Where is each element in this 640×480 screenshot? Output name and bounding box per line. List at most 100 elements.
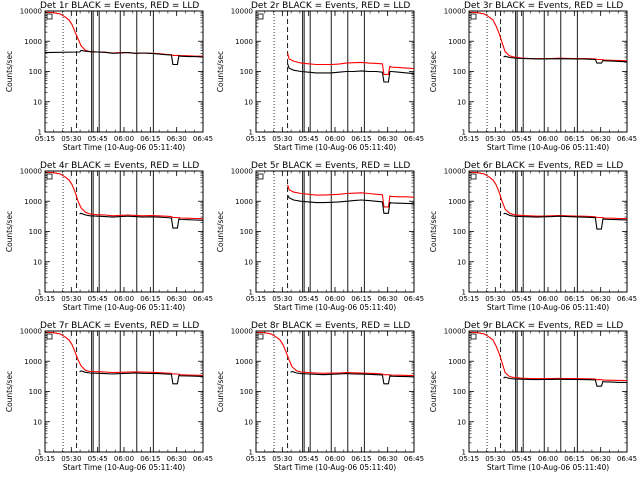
chart-title: Det 4r BLACK = Events, RED = LLD bbox=[40, 161, 199, 171]
y-tick-label: 1 bbox=[462, 449, 466, 457]
x-tick-label: 06:15 bbox=[140, 455, 160, 463]
series-lld-line bbox=[45, 171, 203, 220]
y-tick-label: 100 bbox=[453, 68, 466, 76]
x-tick-label: 06:30 bbox=[591, 455, 611, 463]
chart-panel: Det 5r BLACK = Events, RED = LLD 1 10 100 10… bbox=[216, 161, 424, 312]
x-tick-label: 06:30 bbox=[167, 135, 187, 143]
chart-title: Det 1r BLACK = Events, RED = LLD bbox=[40, 1, 199, 11]
x-tick-label: 06:00 bbox=[538, 295, 558, 303]
x-tick-label: 05:30 bbox=[485, 455, 505, 463]
y-tick-label: 10000 bbox=[20, 168, 42, 176]
y-tick-label: 1000 bbox=[235, 38, 253, 46]
x-tick-label: 05:45 bbox=[512, 455, 532, 463]
plot-area bbox=[469, 331, 627, 452]
x-axis-label: Start Time (10-Aug-06 05:11:40) bbox=[487, 303, 609, 312]
legend-symbol bbox=[470, 173, 477, 180]
x-tick-label: 06:30 bbox=[378, 295, 398, 303]
x-tick-label: 06:45 bbox=[193, 455, 213, 463]
x-tick-label: 06:30 bbox=[378, 135, 398, 143]
plot-frame bbox=[255, 330, 415, 453]
y-tick-label: 10 bbox=[457, 98, 466, 106]
chart-panel: Det 4r BLACK = Events, RED = LLD 1 10 100 10… bbox=[5, 161, 213, 312]
y-tick-label: 10 bbox=[457, 418, 466, 426]
y-tick-label: 100 bbox=[29, 228, 42, 236]
y-tick-label: 1000 bbox=[24, 358, 42, 366]
series-lld-line bbox=[287, 53, 414, 75]
legend-symbol bbox=[257, 13, 264, 20]
y-axis-label: Counts/sec bbox=[429, 371, 438, 412]
x-axis-label: Start Time (10-Aug-06 05:11:40) bbox=[63, 463, 185, 472]
x-tick-label: 06:45 bbox=[617, 295, 637, 303]
x-tick-label: 05:45 bbox=[299, 135, 319, 143]
x-tick-label: 05:15 bbox=[246, 455, 266, 463]
y-tick-label: 10 bbox=[244, 418, 253, 426]
x-tick-label: 06:45 bbox=[617, 135, 637, 143]
x-tick-label: 06:15 bbox=[564, 295, 584, 303]
plot-frame bbox=[44, 330, 204, 453]
chart-title: Det 3r BLACK = Events, RED = LLD bbox=[464, 1, 623, 11]
x-tick-label: 06:15 bbox=[140, 295, 160, 303]
y-tick-label: 10 bbox=[33, 418, 42, 426]
chart-panel: Det 6r BLACK = Events, RED = LLD 1 10 100 10… bbox=[429, 161, 637, 312]
y-tick-label: 100 bbox=[453, 228, 466, 236]
x-tick-label: 05:15 bbox=[459, 455, 479, 463]
y-tick-label: 1 bbox=[462, 289, 466, 297]
x-axis-label: Start Time (10-Aug-06 05:11:40) bbox=[63, 303, 185, 312]
legend-symbol bbox=[470, 13, 477, 20]
plot-frame bbox=[44, 170, 204, 293]
y-tick-label: 1 bbox=[38, 129, 42, 137]
y-tick-label: 1 bbox=[38, 449, 42, 457]
y-tick-label: 1 bbox=[249, 129, 253, 137]
y-tick-label: 10000 bbox=[444, 168, 466, 176]
plot-area bbox=[256, 331, 414, 452]
x-tick-label: 06:30 bbox=[591, 295, 611, 303]
x-tick-label: 06:45 bbox=[404, 295, 424, 303]
x-tick-label: 05:45 bbox=[88, 135, 108, 143]
series-lld-line bbox=[469, 171, 627, 220]
x-tick-label: 06:30 bbox=[167, 295, 187, 303]
chart-title: Det 6r BLACK = Events, RED = LLD bbox=[464, 161, 623, 171]
y-tick-label: 1 bbox=[38, 289, 42, 297]
series-events-line bbox=[503, 212, 627, 230]
x-tick-label: 06:15 bbox=[351, 295, 371, 303]
y-tick-label: 1 bbox=[249, 449, 253, 457]
y-axis-label: Counts/sec bbox=[5, 371, 14, 412]
y-tick-label: 1000 bbox=[448, 38, 466, 46]
x-tick-label: 06:00 bbox=[325, 135, 345, 143]
plot-area bbox=[469, 171, 627, 292]
chart-panel: Det 2r BLACK = Events, RED = LLD 1 10 100 10… bbox=[216, 1, 424, 152]
y-tick-label: 10 bbox=[457, 258, 466, 266]
y-tick-label: 1000 bbox=[448, 358, 466, 366]
chart-panel: Det 8r BLACK = Events, RED = LLD 1 10 100 10… bbox=[216, 321, 424, 472]
series-lld-line bbox=[45, 11, 203, 57]
x-tick-label: 06:15 bbox=[140, 135, 160, 143]
y-tick-label: 1000 bbox=[24, 38, 42, 46]
legend-symbol bbox=[257, 173, 264, 180]
x-tick-label: 05:45 bbox=[512, 135, 532, 143]
y-tick-label: 100 bbox=[240, 228, 253, 236]
y-tick-label: 100 bbox=[240, 388, 253, 396]
y-tick-label: 100 bbox=[29, 68, 42, 76]
chart-title: Det 8r BLACK = Events, RED = LLD bbox=[251, 321, 410, 331]
x-tick-label: 06:00 bbox=[114, 455, 134, 463]
x-tick-label: 05:15 bbox=[35, 455, 55, 463]
x-tick-label: 06:15 bbox=[564, 135, 584, 143]
chart-title: Det 9r BLACK = Events, RED = LLD bbox=[464, 321, 623, 331]
x-tick-label: 05:15 bbox=[246, 135, 266, 143]
x-tick-label: 05:30 bbox=[272, 455, 292, 463]
plot-frame bbox=[255, 170, 415, 293]
x-tick-label: 05:30 bbox=[61, 135, 81, 143]
y-tick-label: 100 bbox=[29, 388, 42, 396]
x-tick-label: 06:00 bbox=[538, 455, 558, 463]
x-axis-label: Start Time (10-Aug-06 05:11:40) bbox=[274, 303, 396, 312]
plot-frame bbox=[468, 170, 628, 293]
chart-panel: Det 3r BLACK = Events, RED = LLD 1 10 100 10… bbox=[429, 1, 637, 152]
series-events-line bbox=[79, 212, 203, 229]
y-axis-label: Counts/sec bbox=[429, 51, 438, 92]
x-tick-label: 06:30 bbox=[378, 455, 398, 463]
series-lld-line bbox=[469, 331, 627, 382]
y-tick-label: 10000 bbox=[20, 328, 42, 336]
x-tick-label: 05:15 bbox=[35, 295, 55, 303]
x-tick-label: 05:30 bbox=[61, 455, 81, 463]
